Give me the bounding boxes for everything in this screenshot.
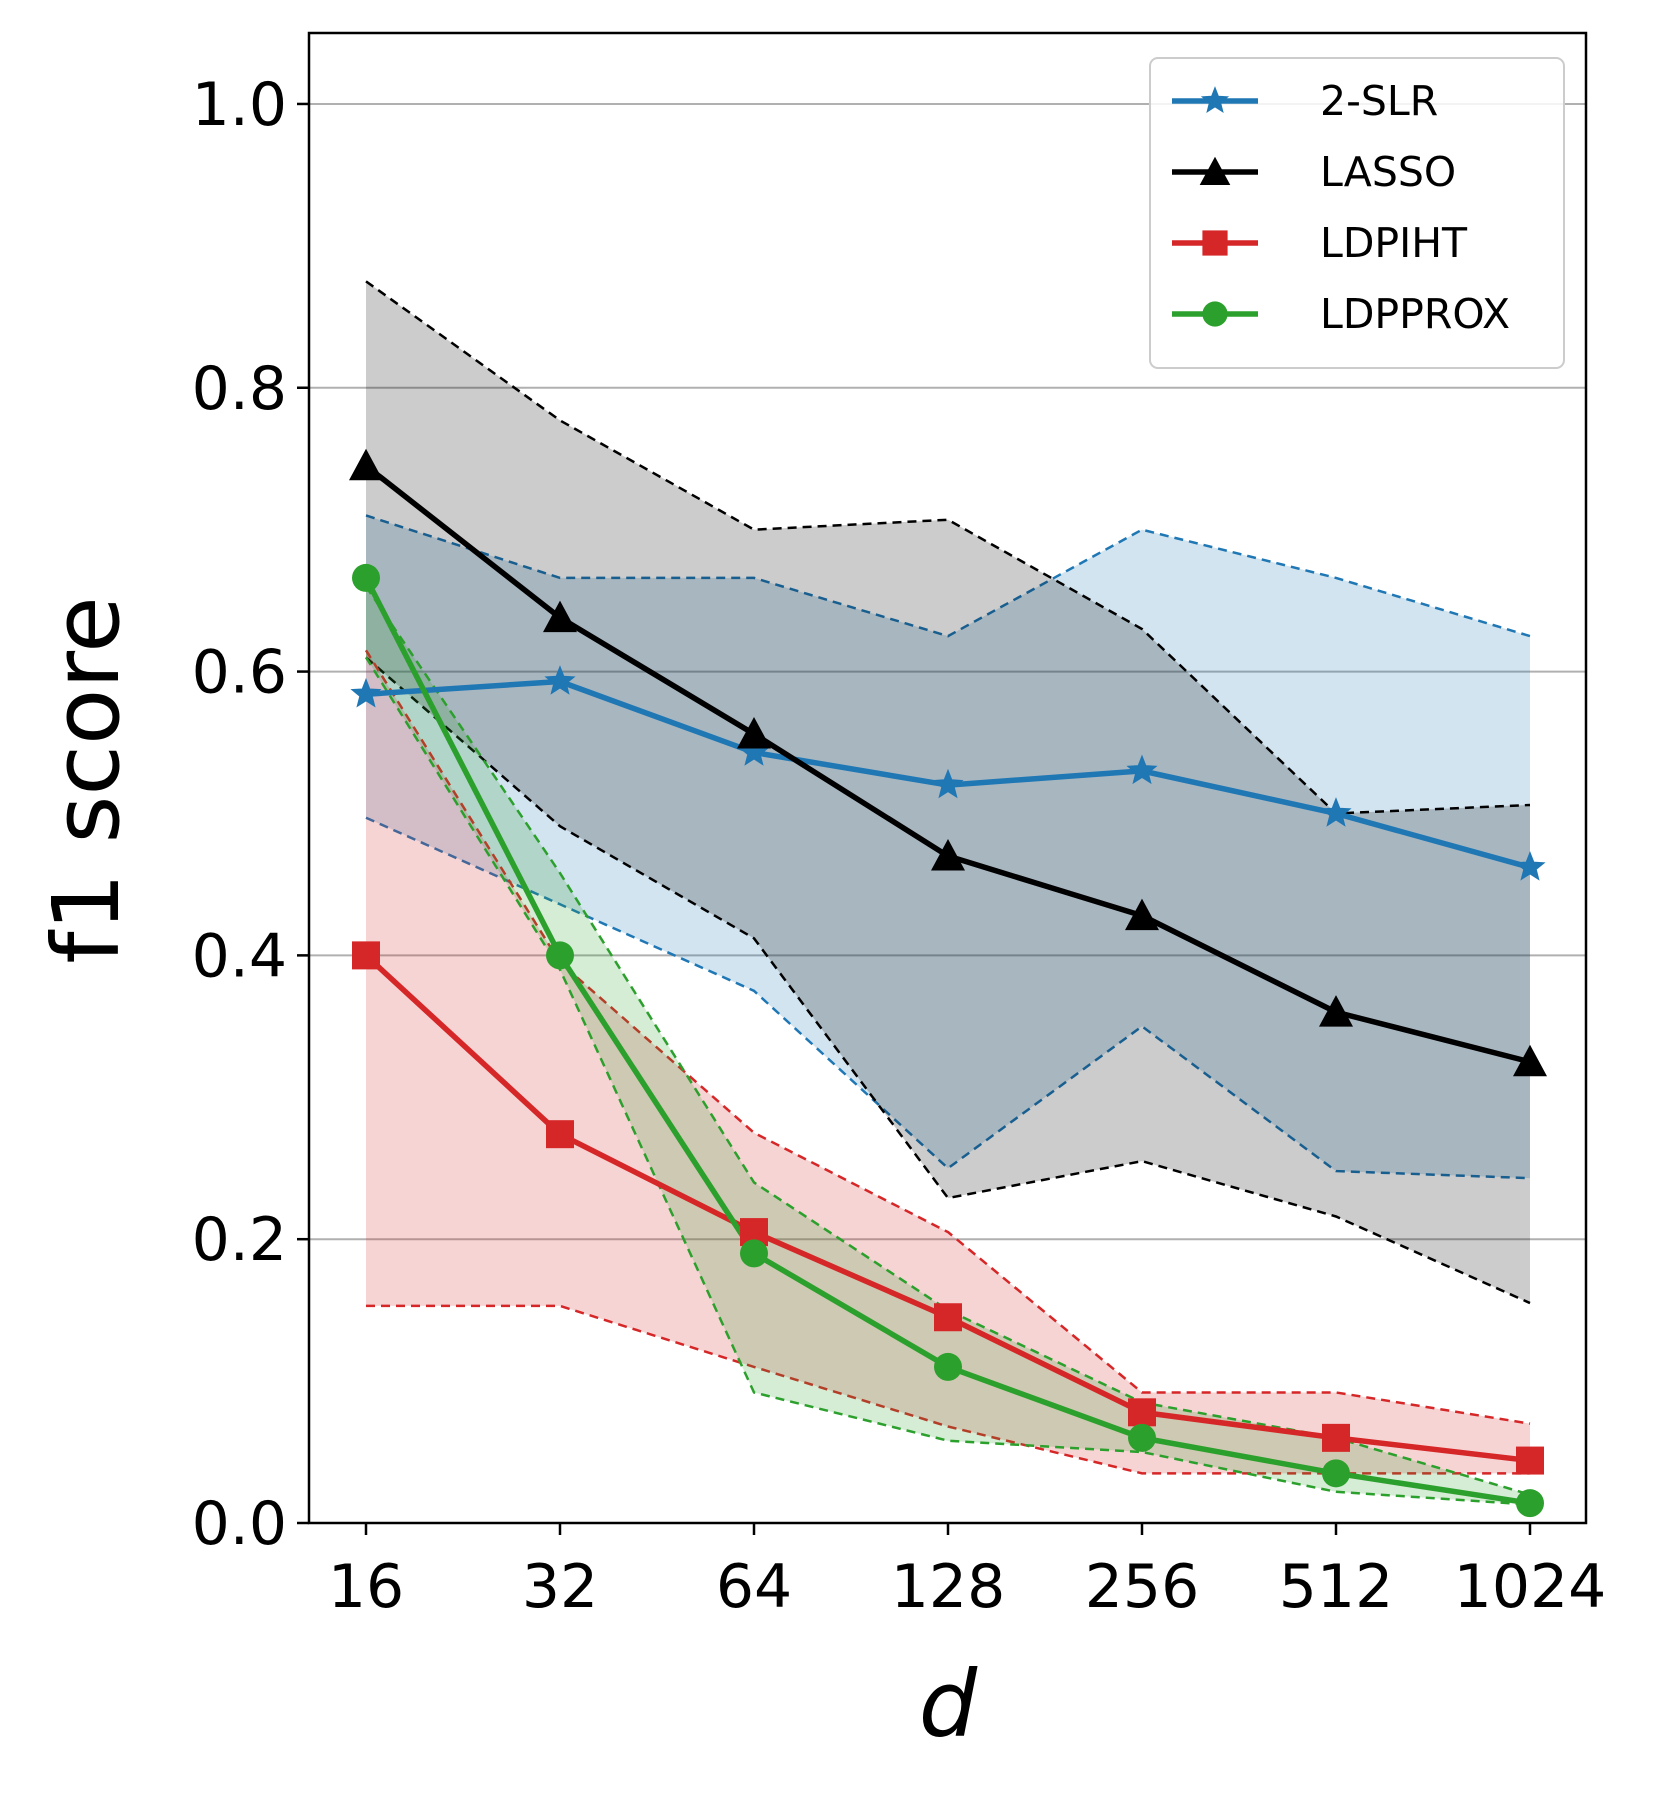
- ldpiht-point: [934, 1303, 962, 1332]
- ldpiht-point: [352, 941, 380, 970]
- 2-slr-lower-bound: [365, 816, 1531, 1180]
- y-axis-label: f1 score: [33, 596, 140, 963]
- axis-ticks: 0.0 0.2 0.4 0.6 0.8 1.0 16 32 64 128 256 512 1024: [192, 70, 1607, 1622]
- y-tick-label: 1.0: [192, 70, 287, 140]
- x-axis-label: d: [919, 1651, 978, 1758]
- ldpiht-point: [1128, 1398, 1156, 1427]
- ldpprox-lower-bound: [364, 656, 1531, 1506]
- lasso-point: [543, 600, 577, 633]
- x-tick-label: 1024: [1454, 1552, 1607, 1622]
- ldpprox-point: [1516, 1489, 1544, 1518]
- y-tick-label: 0.8: [192, 354, 287, 424]
- y-tick-label: 0.4: [192, 921, 287, 991]
- lasso-point: [1125, 898, 1159, 931]
- ldpprox-point: [1128, 1423, 1156, 1452]
- 2-slr-point: [1320, 797, 1352, 827]
- ldpprox-point: [352, 563, 380, 592]
- 2-slr-point: [544, 665, 576, 695]
- ldpiht-point: [1322, 1423, 1350, 1452]
- lasso-point: [1319, 995, 1353, 1027]
- x-tick-label: 32: [522, 1552, 598, 1622]
- series-markers: [349, 448, 1547, 1518]
- legend-2-slr-label: 2-SLR: [1320, 77, 1438, 125]
- x-tick-label: 128: [891, 1552, 1006, 1622]
- lasso-point: [931, 839, 965, 871]
- lasso-point: [1513, 1044, 1547, 1077]
- legend-ldpprox-marker: [1202, 301, 1228, 327]
- 2-slr-point: [1514, 851, 1546, 881]
- lasso-point: [737, 717, 771, 749]
- 2-slr-point: [1126, 754, 1158, 785]
- ldpprox-point: [740, 1239, 768, 1268]
- x-tick-label: 16: [328, 1552, 404, 1622]
- ldpiht-point: [546, 1120, 574, 1149]
- ldpiht-point: [1516, 1446, 1544, 1475]
- 2-slr-point: [350, 677, 382, 708]
- lasso-lower-bound: [365, 656, 1531, 1305]
- x-tick-label: 256: [1085, 1552, 1200, 1622]
- legend: 2-SLR LASSO LDPIHT LDPPROX: [1149, 57, 1565, 369]
- y-tick-label: 0.6: [192, 638, 287, 708]
- lasso-point: [349, 448, 383, 481]
- ldpprox-point: [934, 1352, 962, 1381]
- legend-ldpiht-marker: [1202, 230, 1228, 256]
- ldpiht-band: [366, 650, 1530, 1474]
- legend-lasso-label: LASSO: [1320, 148, 1456, 196]
- y-tick-label: 0.2: [192, 1205, 287, 1275]
- x-tick-label: 64: [716, 1552, 792, 1622]
- legend-2-slr-marker: [1200, 86, 1230, 114]
- legend-ldpiht-label: LDPIHT: [1320, 219, 1468, 267]
- x-tick-label: 512: [1279, 1552, 1394, 1622]
- legend-lasso-marker: [1199, 156, 1231, 186]
- legend-box: [1149, 57, 1565, 369]
- legend-ldpprox-label: LDPPROX: [1320, 290, 1510, 338]
- y-tick-label: 0.0: [192, 1489, 287, 1559]
- ldpprox-point: [546, 941, 574, 970]
- 2-slr-point: [932, 768, 964, 799]
- 2-slr-upper-bound: [365, 514, 1531, 638]
- ldpprox-point: [1322, 1459, 1350, 1488]
